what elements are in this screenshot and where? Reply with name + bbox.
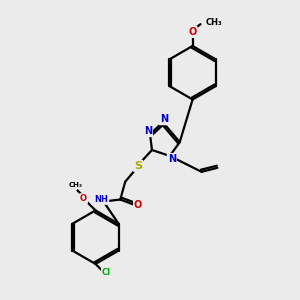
Text: CH₃: CH₃ (69, 182, 83, 188)
Text: N: N (168, 154, 176, 164)
Text: N: N (144, 126, 152, 136)
Text: CH₃: CH₃ (206, 18, 222, 27)
Text: O: O (188, 27, 197, 37)
Text: Cl: Cl (102, 268, 111, 278)
Text: O: O (80, 194, 87, 203)
Text: N: N (160, 114, 168, 124)
Text: NH: NH (94, 195, 108, 204)
Text: O: O (134, 200, 142, 211)
Text: S: S (134, 161, 142, 171)
